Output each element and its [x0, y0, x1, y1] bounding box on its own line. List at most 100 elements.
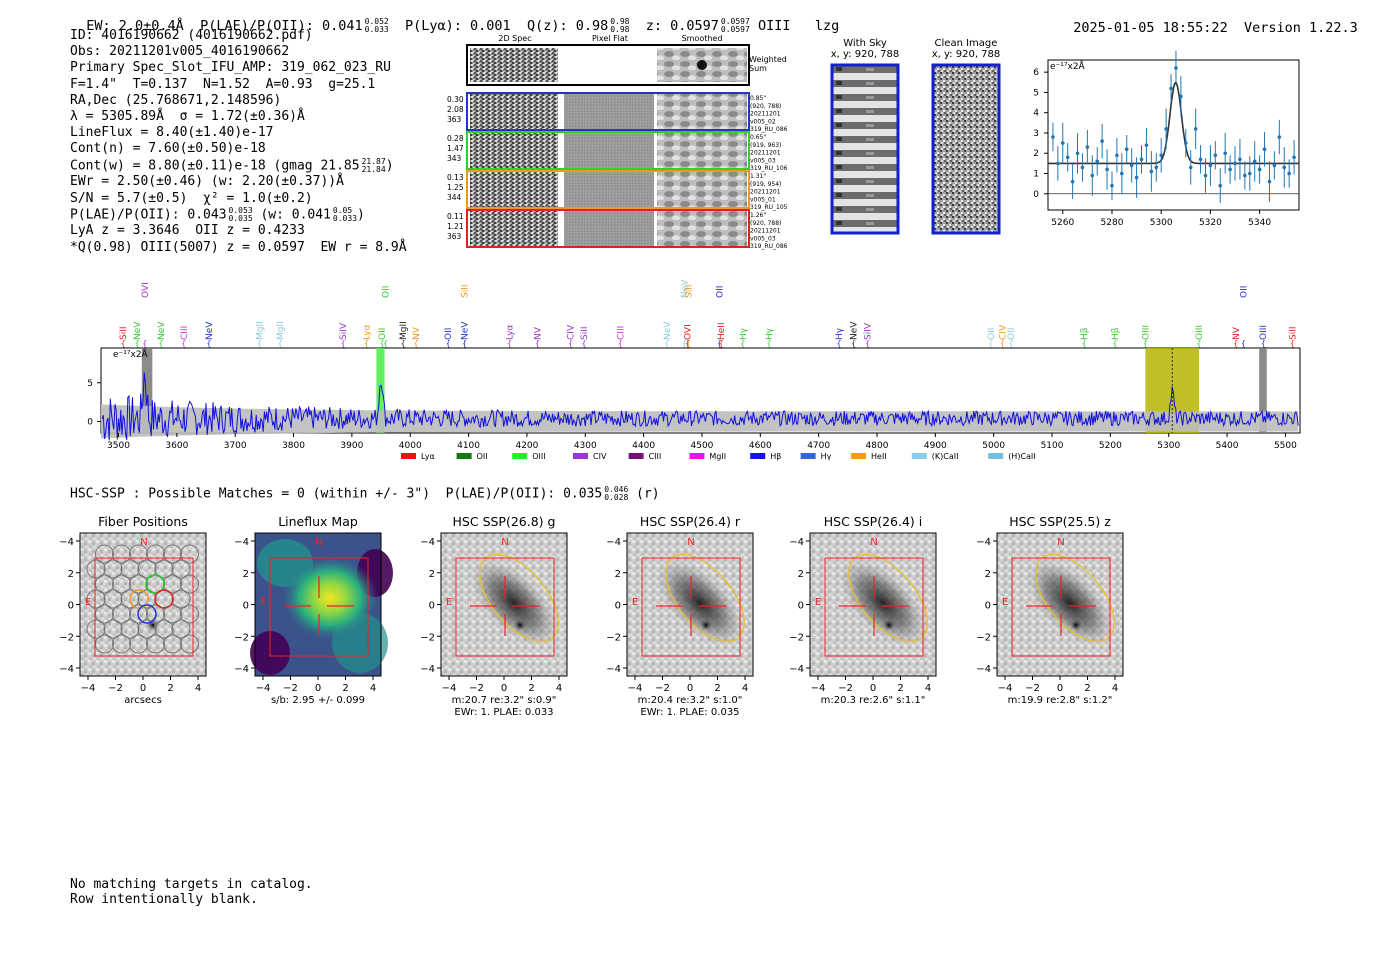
fiber [112, 604, 131, 624]
line-marker-31: NeV [850, 321, 860, 340]
cutout-num-0-2: 363 [447, 115, 462, 124]
zoom-point-30 [1198, 157, 1203, 162]
north-label-0: N [140, 537, 147, 548]
line-marker-label-43: SiII [1288, 326, 1298, 340]
fiber [129, 574, 148, 594]
spectrum-xtick-label-9: 4400 [632, 441, 655, 451]
zoom-point-45 [1272, 163, 1277, 168]
spectrum-xtick-label-6: 4100 [457, 441, 480, 451]
fiber-highlight-red [154, 589, 174, 609]
line-marker-11: OII [382, 286, 392, 298]
zoom-point-27 [1184, 141, 1188, 145]
xtick-label-3-3: 2 [714, 683, 720, 694]
fiber [154, 619, 174, 639]
xtick-label-0-1: −2 [108, 683, 123, 694]
line-marker-9: Lyα [363, 324, 373, 340]
north-label-1: N [315, 537, 322, 548]
fiber [180, 574, 199, 594]
galaxy-2 [470, 559, 558, 647]
zoom-point-9 [1095, 159, 1100, 164]
ytick-label-2-2: 0 [429, 601, 435, 612]
spectrum-ytick-label-1: 5 [87, 379, 93, 389]
hsc-panel-caption-2-0: m:20.7 re:3.2" s:0.9" [452, 695, 557, 706]
zoom-point-0 [1051, 135, 1055, 139]
hsc-panel-title-4: HSC SSP(26.4) i [824, 514, 922, 529]
xtick-label-5-4: 4 [1112, 683, 1118, 694]
zoom-xtick-label-1: 5280 [1101, 218, 1124, 228]
point-source-5 [1070, 619, 1082, 631]
line-marker-brace-36: { [1082, 339, 1087, 348]
fiber [120, 619, 140, 639]
spectrum-xtick-label-0: 3500 [107, 441, 130, 451]
line-marker-brace-39: { [1197, 339, 1202, 348]
xtick-label-4-0: −4 [811, 683, 826, 694]
fiber [163, 604, 182, 624]
line-marker-13: NV [412, 326, 422, 340]
cutout-meta-2-4: 319_RU_105 [750, 204, 788, 211]
spectrum-band-1 [376, 348, 385, 433]
header-q-lo: 0.98 [610, 25, 630, 34]
line-marker-label-33: OII [987, 328, 997, 340]
legend-swatch-8 [851, 453, 866, 459]
line-marker-brace-18: { [535, 339, 540, 348]
line-marker-label-3: NeV [157, 321, 167, 340]
spectrum-xtick-label-19: 5400 [1216, 441, 1239, 451]
line-marker-16: NeV [461, 321, 471, 340]
ytick-label-4-1: −2 [789, 632, 804, 643]
line-marker-brace-17: { [507, 339, 512, 348]
spectrum-xtick-label-15: 5000 [982, 441, 1005, 451]
zoom-point-36 [1228, 167, 1232, 172]
legend-swatch-3 [573, 453, 588, 459]
line-marker-brace-34: { [1000, 339, 1005, 348]
ytick-label-3-1: −2 [606, 632, 621, 643]
line-marker-brace-20: { [582, 339, 587, 348]
ytick-label-2-4: −4 [420, 537, 435, 548]
header-z-range: 0.0597 0.0597 [721, 18, 750, 34]
cutout-frame-2 [466, 170, 750, 209]
xtick-label-5-0: −4 [998, 683, 1013, 694]
cutout-num-0-1: 2.08 [447, 105, 464, 114]
line-marker-14: OII [444, 328, 454, 340]
fiber [180, 604, 199, 624]
legend-swatch-10 [988, 453, 1004, 459]
cutout-spec-3 [470, 211, 558, 246]
spectrum-xtick-label-14: 4900 [924, 441, 947, 451]
line-marker-3: NeV [157, 321, 167, 340]
header-plae-hi: 0.052 [364, 17, 389, 26]
legend-label-6: Hβ [770, 452, 781, 461]
cutout-spec-1 [470, 133, 558, 168]
zoom-point-48 [1287, 171, 1291, 176]
xtick-label-3-0: −4 [628, 683, 643, 694]
zoom-point-4 [1070, 179, 1075, 184]
ytick-label-1-0: −4 [234, 664, 249, 675]
info-params: F=1.4" T=0.137 N=1.52 A=0.93 g=25.1 [70, 76, 376, 92]
line-marker-label-40: NV [1232, 326, 1242, 340]
line-marker-brace-8: { [341, 339, 346, 348]
fiber-highlight-blue [137, 604, 157, 624]
fiber [129, 634, 148, 654]
line-marker-brace-28: { [740, 339, 745, 348]
hsc-panel-caption-3-0: m:20.4 re:3.2" s:1.0" [638, 695, 743, 706]
hsc-title: HSC-SSP : Possible Matches = 0 (within +… [70, 486, 660, 502]
cutout-col-label-spec: 2D Spec [498, 34, 531, 43]
zoom-point-11 [1105, 167, 1109, 172]
cutout-meta-2-2: 20211201 [750, 189, 781, 196]
hsc-panel-caption-4-0: m:20.3 re:2.6" s:1.1" [821, 695, 926, 706]
cutout-frame-1 [466, 131, 750, 170]
cutout-smoothed-0 [657, 94, 747, 129]
ytick-label-4-2: 0 [798, 601, 804, 612]
xtick-label-1-0: −4 [256, 683, 271, 694]
legend-label-7: Hγ [821, 452, 832, 461]
fiber [112, 634, 131, 654]
ytick-label-5-1: −2 [976, 632, 991, 643]
cutout-spec-0 [470, 94, 558, 129]
fiber [112, 574, 131, 594]
line-marker-41: OII [1239, 286, 1249, 298]
header-z-hi: 0.0597 [720, 17, 750, 26]
cutout-meta-3-2: 20211201 [750, 228, 781, 235]
xtick-label-3-2: 0 [687, 683, 693, 694]
cutout-smoothed-2 [657, 172, 747, 207]
footer-line-2: Row intentionally blank. [70, 892, 258, 907]
